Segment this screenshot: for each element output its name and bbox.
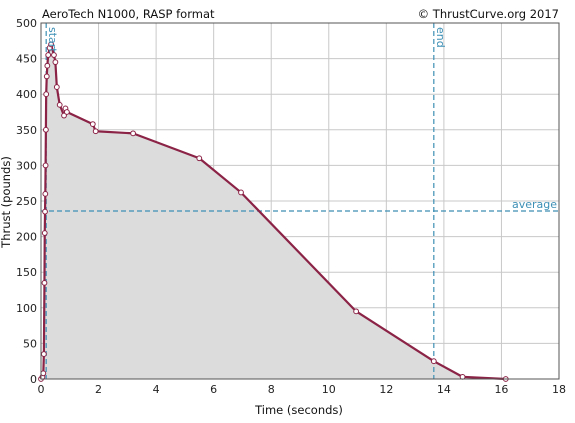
thrust-series — [38, 41, 509, 382]
x-tick-label: 12 — [379, 383, 393, 396]
x-tick-label: 14 — [437, 383, 451, 396]
data-point — [41, 279, 48, 286]
plot-frame — [40, 22, 560, 380]
data-point — [52, 59, 59, 66]
data-point — [430, 358, 437, 365]
data-point — [51, 52, 57, 58]
data-point — [43, 73, 50, 80]
x-tick-label: 18 — [552, 383, 566, 396]
data-point — [42, 190, 49, 197]
y-tick-label: 0 — [30, 373, 37, 386]
y-tick-label: 250 — [16, 195, 37, 208]
y-tick-label: 150 — [16, 266, 37, 279]
y-tick-label: 300 — [16, 159, 37, 172]
x-tick-label: 16 — [494, 383, 508, 396]
data-point — [53, 84, 60, 90]
data-point — [43, 91, 50, 98]
x-tick-label: 2 — [95, 383, 102, 396]
y-tick-label: 100 — [16, 302, 37, 315]
y-tick-label: 200 — [16, 231, 37, 244]
thrust-area — [41, 44, 506, 380]
data-point — [92, 128, 99, 135]
end-marker-label: end — [434, 27, 447, 48]
data-point — [238, 189, 244, 196]
data-point — [44, 62, 51, 69]
data-point — [40, 370, 47, 377]
x-tick-label: 6 — [210, 383, 217, 396]
data-point — [42, 208, 48, 215]
data-point — [89, 121, 96, 128]
data-point — [41, 230, 48, 236]
y-tick-label: 500 — [16, 17, 37, 30]
data-point — [64, 109, 70, 115]
data-point — [196, 155, 203, 162]
data-point — [42, 162, 49, 169]
x-tick-labels: 0 2 4 6 8 10 12 14 16 18 — [38, 383, 567, 396]
y-tick-label: 450 — [16, 53, 37, 66]
y-axis-label: Thrust (pounds) — [0, 156, 13, 249]
y-tick-labels: 0 50 100 150 200 250 300 350 400 450 500 — [16, 17, 37, 386]
data-point — [42, 126, 49, 133]
y-tick-label: 50 — [23, 337, 37, 350]
data-point — [48, 41, 54, 48]
y-tick-label: 350 — [16, 124, 37, 137]
chart-title: AeroTech N1000, RASP format — [42, 7, 215, 21]
x-tick-label: 10 — [322, 383, 336, 396]
start-marker-label: start — [46, 27, 59, 53]
chart-credit: © ThrustCurve.org 2017 — [418, 7, 559, 21]
data-point — [353, 308, 360, 315]
thrust-line — [40, 43, 506, 381]
y-tick-label: 400 — [16, 88, 37, 101]
thrust-area-fill — [41, 44, 506, 380]
x-tick-label: 4 — [153, 383, 160, 396]
data-point — [56, 101, 63, 108]
x-axis-label: Time (seconds) — [254, 403, 343, 417]
data-point — [40, 351, 47, 357]
data-point — [130, 130, 136, 137]
average-marker-label: average — [512, 198, 557, 211]
x-tick-label: 0 — [38, 383, 45, 396]
data-point — [45, 52, 52, 58]
x-tick-label: 8 — [268, 383, 275, 396]
